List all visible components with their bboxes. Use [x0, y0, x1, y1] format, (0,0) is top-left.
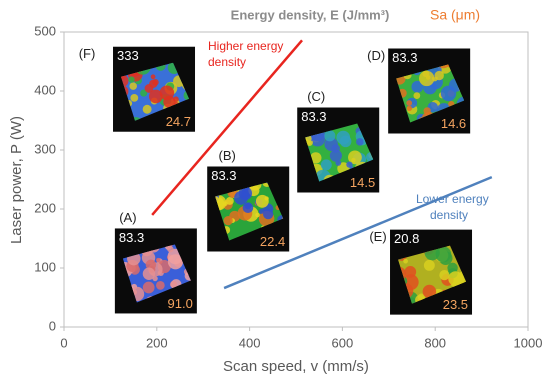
trend-line — [223, 175, 493, 290]
plot-frame — [63, 31, 529, 328]
surface-blob — [310, 152, 322, 164]
surface-blob — [264, 196, 269, 201]
sample-label: (F) — [79, 46, 96, 61]
sample-label: (B) — [219, 148, 236, 163]
legend-energy: Energy density, E (J/mm³) — [231, 7, 390, 22]
surface-blob — [320, 159, 332, 171]
sample-label: (E) — [369, 229, 386, 244]
trend-annotation: Higher energy density — [208, 39, 283, 69]
surface-blob — [225, 197, 234, 205]
surface-blob — [439, 270, 450, 281]
surface-blob — [142, 267, 156, 280]
surface-blob — [411, 80, 424, 93]
sample-image: 20.8 23.5 — [390, 229, 473, 315]
sample-image: 83.3 14.6 — [388, 48, 471, 134]
sa-label: 14.5 — [350, 175, 375, 190]
sa-label: 23.5 — [443, 297, 468, 312]
surface-blob — [170, 280, 178, 288]
surface-blob — [149, 79, 158, 89]
sa-label: 91.0 — [168, 296, 193, 311]
surface-blob — [215, 195, 227, 211]
surface-blob — [324, 130, 336, 142]
surface-blob — [167, 245, 174, 253]
surface-blob — [315, 169, 331, 182]
surface-blob — [150, 74, 156, 80]
surface-blob — [422, 70, 430, 78]
x-tick-label: 800 — [424, 335, 446, 350]
surface-blob — [305, 134, 312, 144]
surface-blob — [142, 104, 152, 114]
surface-blob — [404, 265, 417, 278]
surface-blob — [329, 149, 342, 162]
sample-label: (C) — [307, 89, 325, 104]
surface-blob — [223, 216, 233, 226]
surface-blob — [156, 281, 165, 290]
surface-blob — [167, 254, 184, 270]
y-axis-title: Laser power, P (W) — [8, 116, 25, 244]
sa-label: 14.6 — [441, 116, 466, 131]
surface-blob — [142, 281, 155, 294]
energy-label: 83.3 — [301, 109, 326, 124]
energy-label: 333 — [117, 48, 139, 63]
surface-blob — [403, 258, 408, 264]
legend-sa: Sa (μm) — [430, 7, 480, 23]
sample-label: (D) — [367, 48, 385, 63]
x-tick-label: 600 — [332, 335, 354, 350]
sample-image: 83.3 14.5 — [297, 107, 380, 193]
y-tick-label: 0 — [49, 318, 56, 333]
surface-blob — [156, 257, 161, 263]
sample-image: 83.3 91.0 — [114, 228, 197, 314]
surface-blob — [406, 105, 413, 111]
surface-blob — [351, 157, 356, 163]
sample-label: (A) — [119, 210, 136, 225]
surface-blob — [130, 93, 139, 102]
x-tick-label: 0 — [60, 335, 67, 350]
surface-blob — [128, 76, 135, 83]
surface-blob — [215, 196, 220, 202]
surface-blob — [129, 82, 137, 90]
y-tick-label: 200 — [34, 200, 56, 215]
surface-blob — [366, 151, 374, 163]
surface-blob — [149, 89, 163, 104]
trend-annotation: Lower energy density — [416, 192, 489, 222]
energy-label: 83.3 — [211, 168, 236, 183]
energy-label: 83.3 — [392, 50, 417, 65]
surface-blob — [238, 186, 253, 201]
surface-blob — [140, 89, 148, 97]
surface-blob — [413, 92, 421, 99]
surface-blob — [159, 85, 175, 101]
y-tick-label: 400 — [34, 82, 56, 97]
surface-blob — [336, 130, 351, 145]
surface-blob — [435, 246, 452, 263]
x-tick-label: 200 — [146, 335, 168, 350]
sa-label: 24.7 — [166, 114, 191, 129]
x-tick-label: 400 — [239, 335, 261, 350]
surface-blob — [346, 161, 353, 168]
surface-blob — [422, 284, 437, 299]
surface-blob — [448, 271, 463, 286]
x-axis-title: Scan speed, v (mm/s) — [223, 358, 369, 375]
surface-blob — [242, 202, 254, 214]
surface-blob — [356, 138, 364, 146]
surface-blob — [258, 208, 264, 214]
surface-blob — [262, 208, 274, 220]
energy-label: 83.3 — [119, 230, 144, 245]
x-tick-label: 1000 — [514, 335, 543, 350]
energy-label: 20.8 — [394, 231, 419, 246]
y-tick-label: 300 — [34, 141, 56, 156]
surface-blob — [434, 70, 444, 81]
trend-line — [151, 39, 303, 216]
sa-label: 22.4 — [260, 234, 285, 249]
surface-blob — [423, 259, 435, 271]
sample-image: 333 24.7 — [113, 46, 196, 132]
surface-blob — [406, 100, 413, 106]
y-tick-label: 500 — [34, 23, 56, 38]
surface-blob — [145, 259, 157, 270]
y-tick-label: 100 — [34, 259, 56, 274]
surface-blob — [423, 107, 431, 115]
sample-image: 83.3 22.4 — [207, 166, 290, 252]
